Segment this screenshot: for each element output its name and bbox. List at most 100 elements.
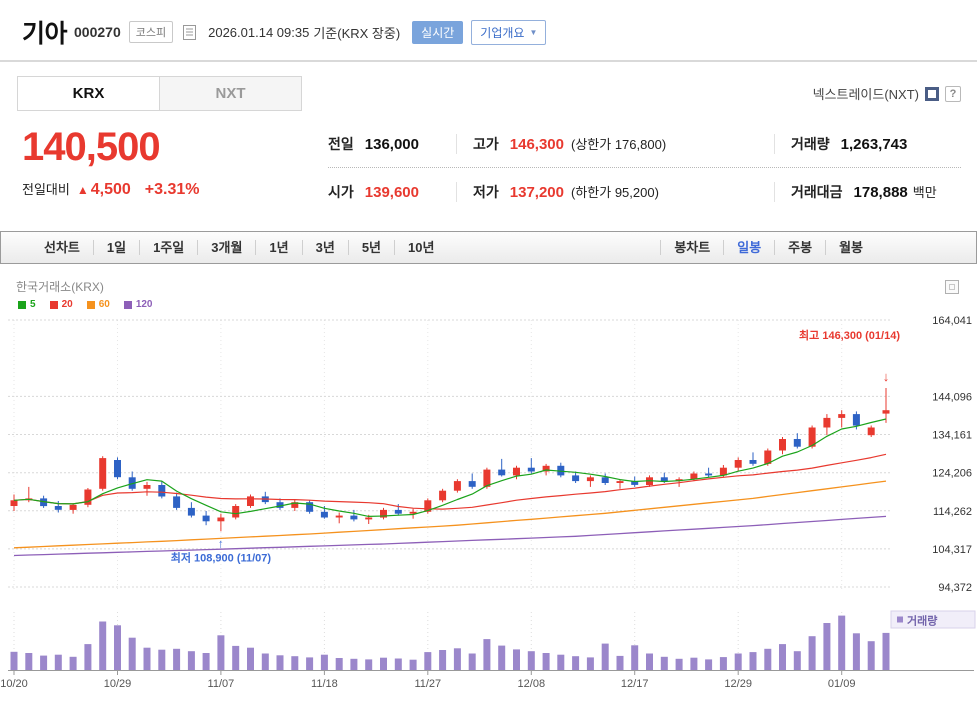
quote-basis: 기준(KRX 장중) xyxy=(313,25,401,41)
detail-row-2: 시가 139,600 저가 137,200 (하한가 95,200) 거래대금 … xyxy=(328,168,961,215)
svg-text:12/29: 12/29 xyxy=(724,678,752,690)
prev-close-cell: 전일 136,000 xyxy=(328,134,456,154)
legend-ma20: 20 xyxy=(49,299,73,310)
help-icon[interactable]: ? xyxy=(945,85,961,102)
candle-chart-label[interactable]: 봉차트 xyxy=(660,240,723,255)
svg-text:12/08: 12/08 xyxy=(518,678,546,690)
svg-text:144,096: 144,096 xyxy=(932,391,972,403)
ma-legend: 5 20 60 120 xyxy=(18,299,977,310)
legend-ma5: 5 xyxy=(18,299,36,310)
nxt-window-icon[interactable] xyxy=(925,86,939,101)
svg-text:11/27: 11/27 xyxy=(414,678,441,690)
amount-label: 거래대금 xyxy=(791,183,843,200)
tab-krx[interactable]: KRX xyxy=(17,76,160,111)
price-detail-table: 전일 136,000 고가 146,300 (상한가 176,800) 거래량 … xyxy=(328,121,961,215)
open-value: 139,600 xyxy=(364,183,419,201)
svg-text:164,041: 164,041 xyxy=(932,315,972,327)
candle-chart-period-group: 봉차트 일봉 주봉 월봉 xyxy=(660,240,876,255)
chart-section: 한국거래소(KRX) 5 20 60 120 164,041 144,096 134… xyxy=(0,278,977,702)
ma5-swatch xyxy=(18,300,26,309)
high-annotation: 최고 146,300 (01/14) ↓ xyxy=(799,328,900,384)
candles xyxy=(10,388,890,532)
period-weekly-candle[interactable]: 주봉 xyxy=(774,240,825,255)
ma120-swatch xyxy=(123,300,132,309)
period-1week[interactable]: 1주일 xyxy=(139,240,197,255)
legend-ma120: 120 xyxy=(123,299,153,310)
amount-unit: 백만 xyxy=(912,184,937,200)
company-overview-button[interactable]: 기업개요 ▼ xyxy=(471,19,547,45)
change-line: 전일대비 ▲ 4,500 +3.31% xyxy=(22,179,328,199)
stock-code: 000270 xyxy=(74,24,121,40)
header-divider xyxy=(0,60,977,62)
amount-cell: 거래대금 178,888 백만 xyxy=(774,181,961,202)
amount-value: 178,888 xyxy=(853,183,908,201)
company-overview-label: 기업개요 xyxy=(480,25,525,40)
header: 기아 000270 코스피 2026.01.14 09:35 기준(KRX 장중… xyxy=(0,0,977,50)
y-axis: 164,041 144,096 134,161 124,206 114,262 104,3… xyxy=(8,315,972,594)
low-annotation: ↑최저 108,900 (11/07) xyxy=(171,536,272,564)
nxt-info: 넥스트레이드(NXT) ? xyxy=(813,84,961,103)
svg-text:94,372: 94,372 xyxy=(938,582,972,594)
svg-text:11/18: 11/18 xyxy=(311,678,338,690)
prev-close-label: 전일 xyxy=(328,136,354,152)
chart-settings-icon[interactable] xyxy=(945,279,959,294)
ma20-swatch xyxy=(49,300,58,309)
moving-average-lines xyxy=(13,418,887,557)
chart-period-toolbar: 선차트 1일 1주일 3개월 1년 3년 5년 10년 봉차트 일봉 주봉 월봉 xyxy=(0,231,977,264)
svg-text:11/07: 11/07 xyxy=(208,678,235,690)
volume-label: 거래량 xyxy=(791,136,830,152)
period-10year[interactable]: 10년 xyxy=(394,240,447,255)
volume-value: 1,263,743 xyxy=(840,136,908,153)
low-value: 137,200 xyxy=(509,183,564,201)
chevron-down-icon: ▼ xyxy=(529,27,538,37)
period-3month[interactable]: 3개월 xyxy=(197,240,255,255)
open-label: 시가 xyxy=(328,183,354,200)
low-label: 저가 xyxy=(473,183,499,200)
svg-text:124,206: 124,206 xyxy=(932,468,972,480)
svg-text:10/20: 10/20 xyxy=(0,678,28,690)
stock-name: 기아 xyxy=(22,20,68,48)
high-label: 고가 xyxy=(473,136,499,152)
ma60-label: 60 xyxy=(98,299,110,310)
period-5year[interactable]: 5년 xyxy=(347,240,394,255)
price-summary: 140,500 전일대비 ▲ 4,500 +3.31% 전일 136,000 고… xyxy=(22,121,961,215)
svg-text:12/17: 12/17 xyxy=(621,678,649,690)
svg-text:거래량: 거래량 xyxy=(907,614,937,628)
document-icon[interactable] xyxy=(183,24,197,40)
legend-ma60: 60 xyxy=(86,299,110,310)
lower-limit: (하한가 95,200) xyxy=(571,184,659,200)
quote-datetime: 2026.01.14 09:35 xyxy=(208,24,310,40)
period-daily-candle[interactable]: 일봉 xyxy=(723,240,774,255)
candlestick-chart: 164,041 144,096 134,161 124,206 114,262 104,3… xyxy=(0,315,976,690)
upper-limit: (상한가 176,800) xyxy=(571,137,667,152)
volume-legend: 거래량 xyxy=(890,610,976,629)
high-cell: 고가 146,300 (상한가 176,800) xyxy=(456,134,774,154)
current-price-block: 140,500 전일대비 ▲ 4,500 +3.31% xyxy=(22,121,328,215)
change-value: 4,500 xyxy=(90,181,131,198)
period-1day[interactable]: 1일 xyxy=(92,240,139,255)
svg-text:최고 146,300 (01/14): 최고 146,300 (01/14) xyxy=(799,328,900,342)
low-cell: 저가 137,200 (하한가 95,200) xyxy=(456,181,774,202)
realtime-badge: 실시간 xyxy=(412,20,464,44)
svg-text:↑: ↑ xyxy=(218,536,224,550)
high-value: 146,300 xyxy=(509,136,564,153)
period-3year[interactable]: 3년 xyxy=(301,240,348,255)
line-chart-period-group: 선차트 1일 1주일 3개월 1년 3년 5년 10년 xyxy=(31,240,447,255)
nxt-link-label[interactable]: 넥스트레이드(NXT) xyxy=(812,87,919,102)
ma60-swatch xyxy=(86,300,95,309)
period-monthly-candle[interactable]: 월봉 xyxy=(825,240,876,255)
chart-header: 한국거래소(KRX) xyxy=(16,278,959,295)
change-rate: +3.31% xyxy=(144,181,200,198)
period-line-chart[interactable]: 선차트 xyxy=(44,240,80,255)
tab-nxt[interactable]: NXT xyxy=(159,76,302,111)
svg-text:134,161: 134,161 xyxy=(932,430,972,442)
change-label: 전일대비 xyxy=(22,182,70,197)
svg-text:10/29: 10/29 xyxy=(104,678,132,690)
svg-text:01/09: 01/09 xyxy=(828,678,856,690)
svg-text:114,262: 114,262 xyxy=(933,506,972,518)
period-1year[interactable]: 1년 xyxy=(255,240,301,255)
ma5-label: 5 xyxy=(30,299,36,310)
svg-text:최저 108,900 (11/07): 최저 108,900 (11/07) xyxy=(171,550,272,564)
x-axis: 10/20 10/29 11/07 11/18 11/27 12/08 12/17 12/29… xyxy=(0,670,974,690)
